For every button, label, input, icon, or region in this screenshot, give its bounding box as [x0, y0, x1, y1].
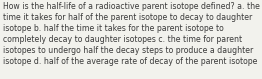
Text: How is the half-life of a radioactive parent isotope defined? a. the
time it tak: How is the half-life of a radioactive pa… — [3, 2, 260, 66]
